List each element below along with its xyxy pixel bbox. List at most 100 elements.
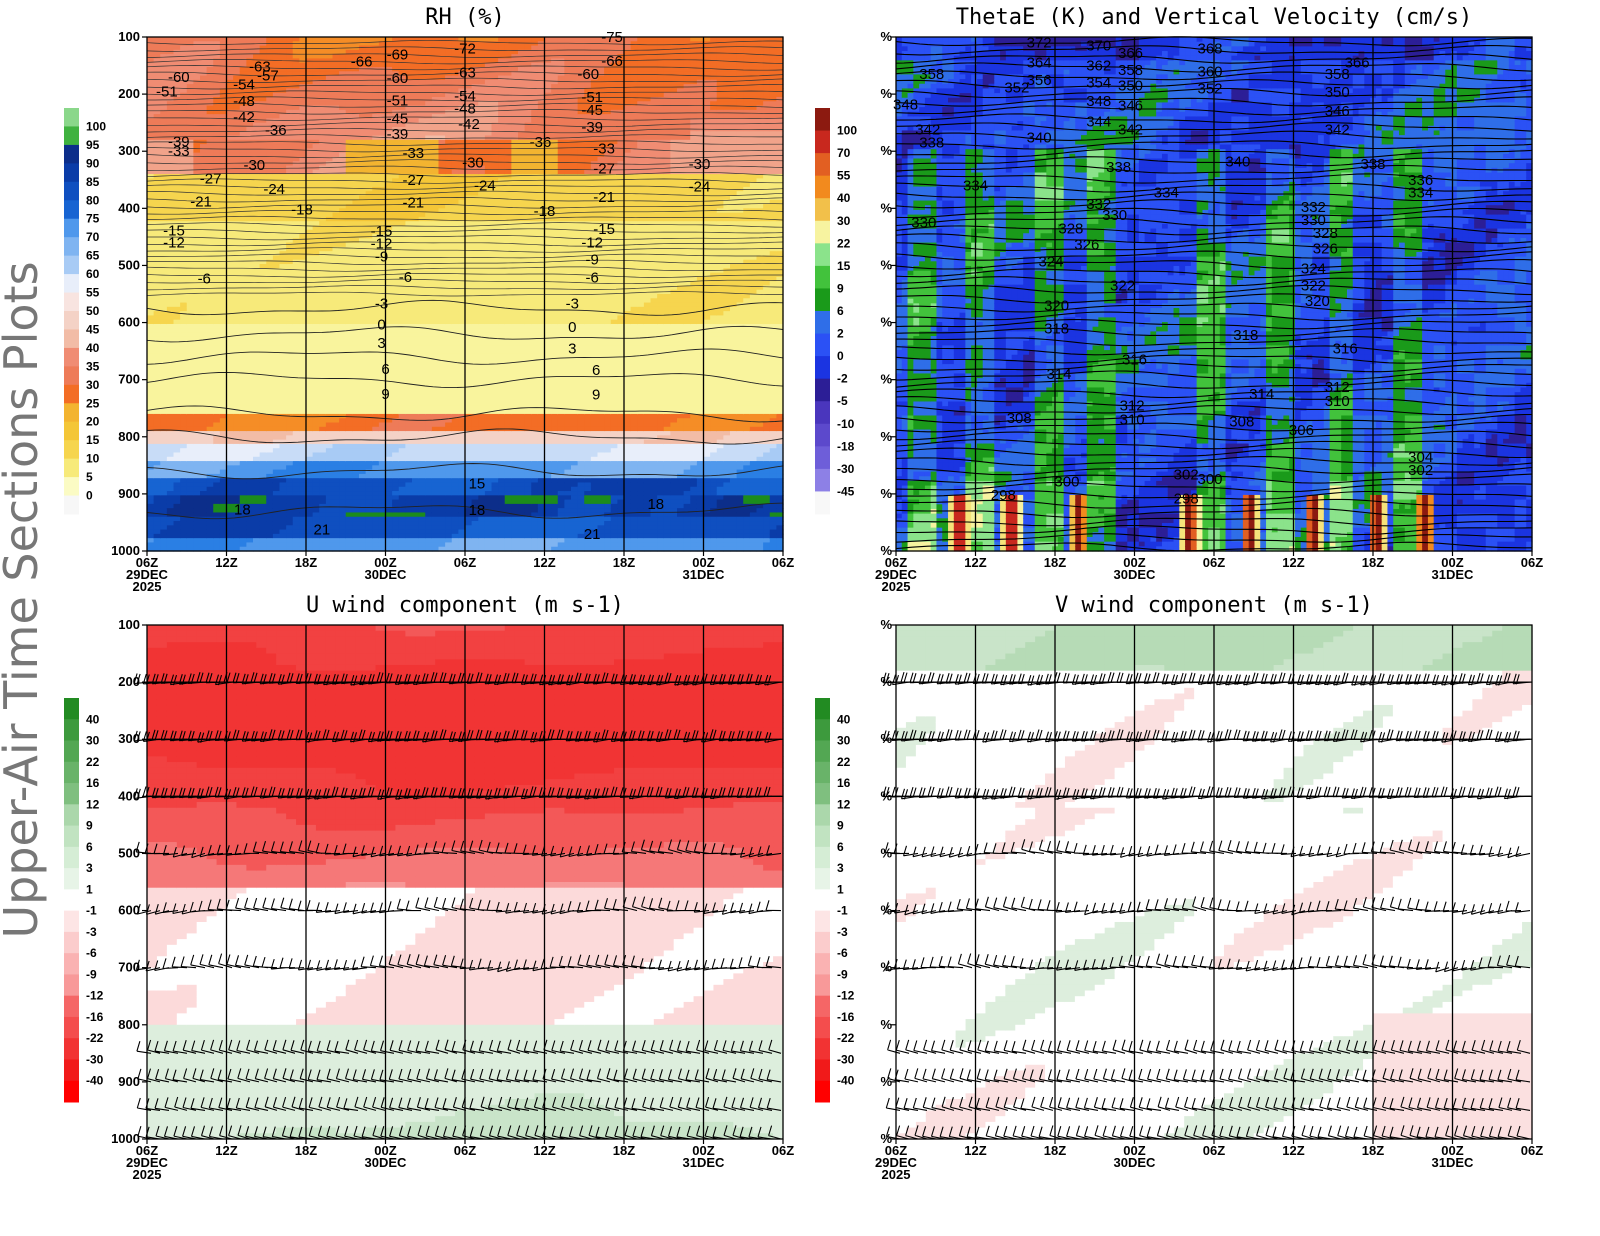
field-cell [154, 208, 161, 213]
field-cell [180, 431, 187, 436]
field-cell [147, 277, 154, 282]
field-cell [174, 500, 181, 505]
field-cell [154, 320, 161, 325]
field-cell [147, 401, 154, 406]
field-cell [180, 303, 187, 308]
field-cell [147, 157, 154, 162]
field-cell [174, 298, 181, 303]
field-cell [160, 200, 167, 205]
field-cell [147, 375, 154, 380]
field-cell [167, 37, 174, 42]
field-cell [167, 491, 174, 496]
field-cell [174, 491, 181, 496]
field-cell [147, 80, 154, 85]
field-cell [147, 538, 154, 543]
field-cell [147, 281, 154, 286]
field-cell [180, 273, 187, 278]
field-cell [167, 397, 174, 402]
field-cell [167, 508, 174, 513]
field-cell [174, 465, 181, 470]
field-cell [147, 358, 154, 363]
field-cell [154, 350, 161, 355]
field-cell [174, 307, 181, 312]
field-cell [180, 457, 187, 462]
field-cell [147, 363, 154, 368]
field-cell [174, 423, 181, 428]
field-cell [180, 414, 187, 419]
field-cell [154, 435, 161, 440]
field-cell [154, 213, 161, 218]
field-cell [147, 461, 154, 466]
field-cell [147, 341, 154, 346]
field-cell [180, 384, 187, 389]
field-cell [154, 418, 161, 423]
field-cell [174, 328, 181, 333]
field-cell [174, 294, 181, 299]
field-cell [160, 46, 167, 51]
field-cell [180, 307, 187, 312]
field-cell [174, 487, 181, 492]
field-cell [167, 474, 174, 479]
field-cell [160, 487, 167, 492]
field-cell [154, 251, 161, 256]
field-cell [174, 363, 181, 368]
field-cell [160, 491, 167, 496]
field-cell [160, 401, 167, 406]
field-cell [167, 534, 174, 539]
field-cell [160, 410, 167, 415]
field-cell [174, 380, 181, 385]
field-cell [154, 37, 161, 42]
field-cell [147, 414, 154, 419]
field-cell [180, 448, 187, 453]
field-cell [147, 243, 154, 248]
field-cell [160, 106, 167, 111]
field-cell [154, 401, 161, 406]
field-cell [154, 260, 161, 265]
field-cell [180, 118, 187, 123]
field-cell [174, 534, 181, 539]
field-cell [154, 204, 161, 209]
field-cell [154, 298, 161, 303]
field-cell [160, 50, 167, 55]
field-cell [154, 440, 161, 445]
field-cell [174, 444, 181, 449]
field-cell [160, 328, 167, 333]
field-cell [167, 435, 174, 440]
field-cell [154, 114, 161, 119]
field-cell [160, 534, 167, 539]
field-cell [154, 67, 161, 72]
field-cell [167, 525, 174, 530]
field-cell [160, 166, 167, 171]
field-cell [147, 290, 154, 295]
field-cell [174, 101, 181, 106]
field-cell [154, 243, 161, 248]
field-cell [154, 63, 161, 68]
field-cell [160, 525, 167, 530]
field-cell [154, 200, 161, 205]
field-cell [154, 50, 161, 55]
field-cell [154, 311, 161, 316]
field-cell [167, 345, 174, 350]
field-cell [174, 260, 181, 265]
field-cell [154, 54, 161, 59]
field-cell [154, 431, 161, 436]
field-cell [147, 46, 154, 51]
field-cell [147, 427, 154, 432]
field-cell [180, 333, 187, 338]
field-cell [167, 260, 174, 265]
field-cell [154, 191, 161, 196]
field-cell [180, 452, 187, 457]
field-cell [167, 178, 174, 183]
field-cell [174, 452, 181, 457]
field-cell [174, 118, 181, 123]
field-cell [174, 315, 181, 320]
field-cell [167, 495, 174, 500]
field-cell [154, 517, 161, 522]
field-cell [160, 315, 167, 320]
field-cell [167, 487, 174, 492]
field-cell [154, 500, 161, 505]
field-cell [174, 508, 181, 513]
field-cell [154, 508, 161, 513]
field-cell [160, 350, 167, 355]
field-cell [167, 46, 174, 51]
